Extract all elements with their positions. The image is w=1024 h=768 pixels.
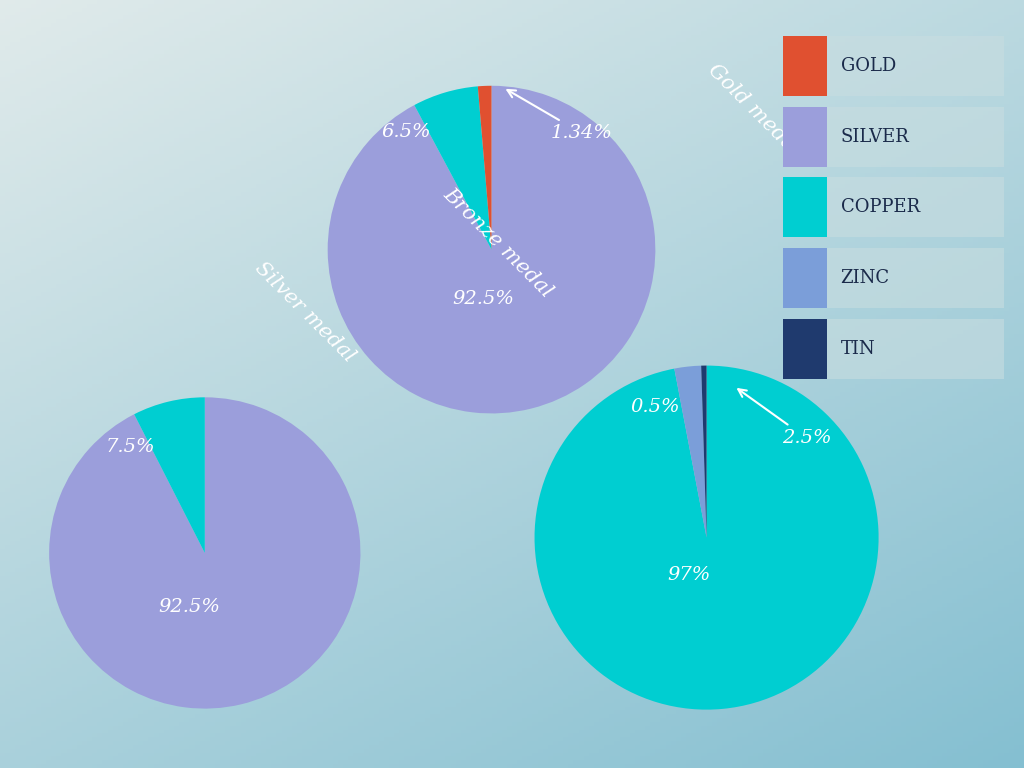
Wedge shape — [701, 366, 707, 538]
Text: Gold medal: Gold medal — [705, 61, 803, 160]
Text: COPPER: COPPER — [841, 198, 920, 217]
Polygon shape — [783, 319, 827, 379]
Polygon shape — [783, 107, 827, 167]
Polygon shape — [783, 177, 827, 237]
Text: Silver medal: Silver medal — [252, 259, 358, 366]
Polygon shape — [783, 248, 827, 308]
Wedge shape — [675, 366, 707, 538]
Text: 92.5%: 92.5% — [159, 598, 220, 617]
Text: 6.5%: 6.5% — [382, 123, 431, 141]
Wedge shape — [535, 366, 879, 710]
Text: 0.5%: 0.5% — [630, 398, 680, 415]
Polygon shape — [783, 36, 1004, 96]
Text: SILVER: SILVER — [841, 127, 909, 146]
Text: 97%: 97% — [668, 567, 711, 584]
Wedge shape — [478, 86, 492, 250]
Polygon shape — [783, 107, 1004, 167]
Wedge shape — [49, 397, 360, 709]
Text: 7.5%: 7.5% — [105, 438, 155, 456]
Wedge shape — [134, 397, 205, 553]
Text: 1.34%: 1.34% — [508, 90, 612, 142]
Wedge shape — [328, 86, 655, 413]
Polygon shape — [783, 177, 1004, 237]
Polygon shape — [783, 248, 1004, 308]
Wedge shape — [415, 86, 492, 250]
Polygon shape — [783, 36, 827, 96]
Text: ZINC: ZINC — [841, 269, 890, 287]
Polygon shape — [783, 319, 1004, 379]
Text: GOLD: GOLD — [841, 57, 896, 75]
Text: Bronze medal: Bronze medal — [440, 184, 557, 301]
Text: TIN: TIN — [841, 339, 876, 358]
Text: 92.5%: 92.5% — [453, 290, 514, 308]
Text: 2.5%: 2.5% — [738, 389, 831, 447]
